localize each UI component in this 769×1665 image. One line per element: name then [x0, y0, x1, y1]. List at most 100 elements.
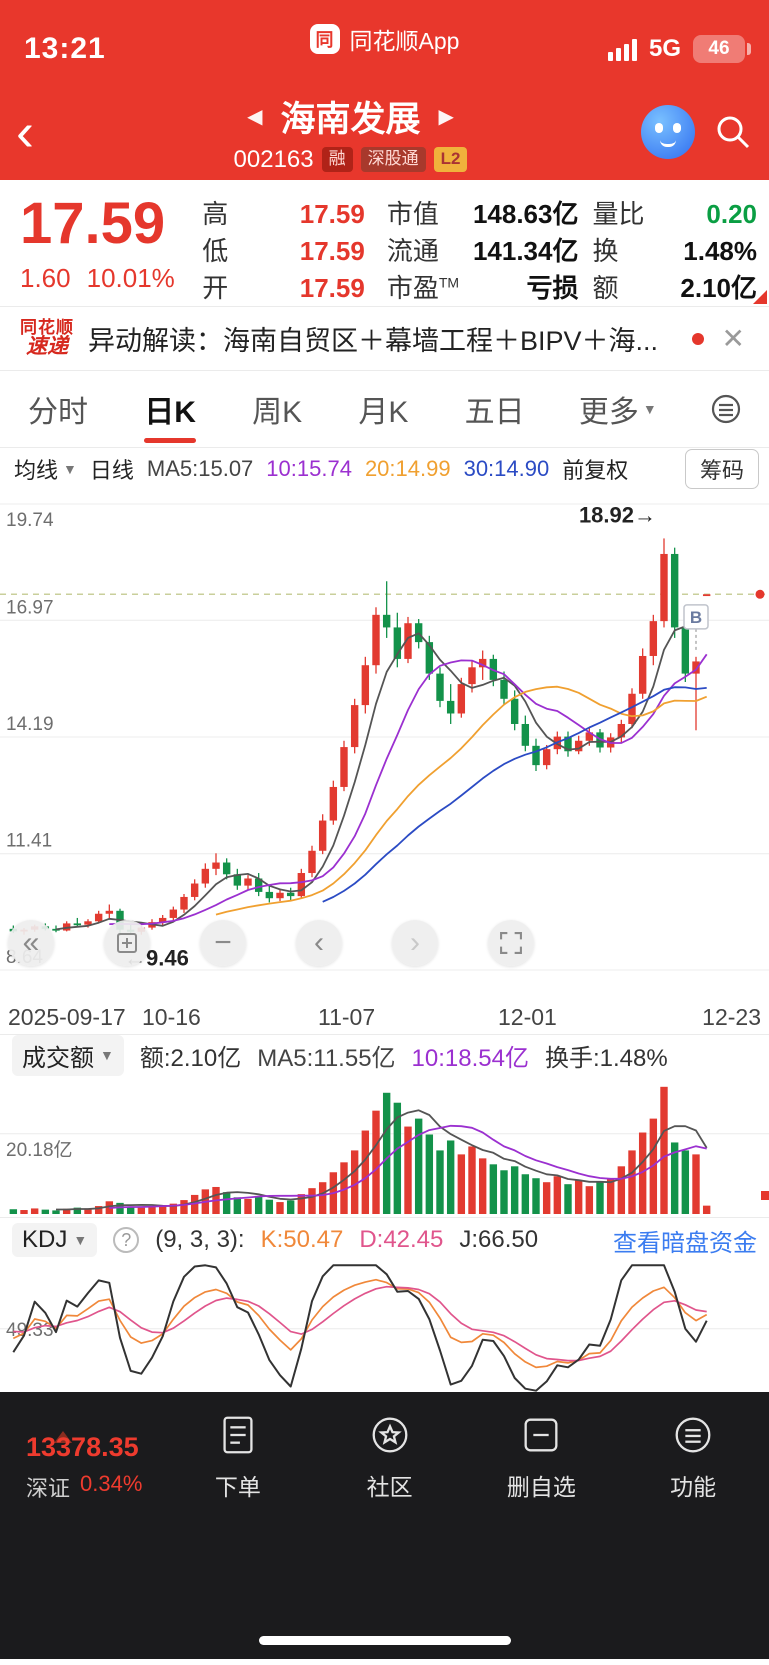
index-quote-button[interactable]: 13378.35 深证 0.34% [0, 1408, 162, 1503]
svg-text:14.19: 14.19 [6, 714, 54, 735]
zoom-out-icon[interactable]: − [200, 920, 246, 966]
tab-monthly-k[interactable]: 月K [358, 396, 409, 429]
community-icon [372, 1417, 408, 1453]
ths-app-icon: 同 [309, 24, 340, 54]
volume-indicator-selector[interactable]: 成交额 ▼ [12, 1034, 124, 1076]
news-headline[interactable]: 异动解读：海南自贸区＋幕墙工程＋BIPV＋海... [88, 326, 659, 356]
ai-assistant-icon[interactable] [641, 105, 695, 159]
nav-community[interactable]: 社区 [314, 1408, 466, 1502]
tab-weekly-k[interactable]: 周K [252, 396, 303, 429]
kdj-indicator-selector[interactable]: KDJ ▼ [12, 1223, 98, 1257]
close-icon[interactable]: ✕ [721, 323, 745, 354]
news-flash-bar[interactable]: 同花顺 速递 异动解读：海南自贸区＋幕墙工程＋BIPV＋海... ✕ [0, 307, 769, 370]
volume-turnover: 换手:1.48% [544, 1044, 668, 1072]
ma20-legend: 20:14.99 [364, 456, 451, 481]
ma10-legend: 10:15.74 [266, 456, 352, 481]
volume-ma5: MA5:11.55亿 [257, 1044, 396, 1072]
x-tick: 12-01 [498, 1004, 557, 1030]
x-axis: 2025-09-17 10-16 11-07 12-01 12-23 [0, 1002, 769, 1034]
quote-panel[interactable]: 17.59 1.60 10.01% 高 17.59 低 17.59 开 17.59 市… [0, 180, 769, 306]
clock: 13:21 [24, 32, 106, 65]
back-icon[interactable]: ‹ [16, 102, 34, 162]
chips-button[interactable]: 筹码 [684, 449, 759, 489]
volratio-value: 0.20 [706, 199, 758, 229]
volume-ma10: 10:18.54亿 [411, 1044, 529, 1072]
nav-place-order[interactable]: 下单 [162, 1408, 314, 1502]
nav-label: 下单 [214, 1474, 261, 1500]
x-tick: 2025-09-17 [8, 1004, 126, 1030]
next-stock-icon[interactable]: ▶ [438, 105, 454, 128]
dark-pool-link[interactable]: 查看暗盘资金 [613, 1229, 757, 1257]
kdj-chart[interactable]: 49.33 [0, 1262, 769, 1392]
open-value: 17.59 [299, 273, 365, 303]
kdj-k-value: K:50.47 [260, 1226, 344, 1253]
nav-label: 功能 [670, 1474, 717, 1500]
index-change: 0.34% [80, 1471, 143, 1496]
tab-minute[interactable]: 分时 [28, 396, 88, 429]
bottom-navigation: 13378.35 深证 0.34% 下单 社区 删自 [0, 1392, 769, 1659]
pan-right-icon[interactable]: › [392, 920, 438, 966]
tab-more[interactable]: 更多 ▼ [578, 396, 657, 429]
x-tick: 10-16 [142, 1004, 201, 1030]
turnover-label: 换 [592, 236, 619, 266]
svg-text:19.74: 19.74 [6, 510, 54, 531]
volratio-label: 量比 [592, 199, 645, 229]
adjust-mode[interactable]: 前复权 [562, 458, 629, 483]
search-icon[interactable] [713, 112, 753, 152]
high-label: 高 [202, 199, 229, 229]
tab-daily-k[interactable]: 日K [142, 373, 198, 445]
functions-icon [675, 1417, 711, 1453]
level2-badge: L2 [433, 147, 468, 172]
period-label: 日线 [89, 458, 134, 483]
tab-five-day[interactable]: 五日 [464, 396, 525, 429]
price-change: 1.60 [20, 262, 71, 293]
ma-selector[interactable]: 均线 ▼ [14, 458, 77, 483]
home-indicator[interactable] [258, 1636, 511, 1645]
kline-toolbar: 均线 ▼ 日线 MA5:15.07 10:15.74 20:14.99 30:14… [0, 448, 769, 490]
kdj-params: (9, 3, 3): [155, 1226, 245, 1253]
float-label: 流通 [386, 236, 439, 266]
index-name: 深证 [26, 1476, 71, 1501]
x-tick: 12-23 [702, 1004, 761, 1030]
network-type: 5G [648, 35, 681, 62]
amount-value: 2.10亿 [680, 273, 758, 303]
open-label: 开 [202, 273, 229, 303]
battery-level: 46 [708, 38, 730, 59]
chevron-down-icon: ▼ [63, 461, 77, 477]
ma5-legend: MA5:15.07 [146, 456, 254, 481]
high-value: 17.59 [299, 199, 365, 229]
status-app-name: 同花顺App [349, 28, 460, 54]
margin-badge: 融 [321, 147, 353, 172]
volume-chart[interactable]: 20.18亿 [0, 1075, 769, 1217]
ma30-legend: 30:14.90 [463, 456, 550, 481]
stock-title: 海南发展 [280, 99, 421, 139]
pan-left-icon[interactable]: ‹ [296, 920, 342, 966]
nav-functions[interactable]: 功能 [617, 1408, 769, 1502]
x-tick: 11-07 [318, 1004, 376, 1030]
turnover-value: 1.48% [683, 236, 758, 266]
kdj-j-value: J:66.50 [459, 1226, 539, 1253]
fullscreen-icon[interactable] [488, 920, 534, 966]
quote-expand-indicator [753, 290, 767, 304]
mktcap-value: 148.63亿 [472, 199, 579, 229]
float-value: 141.34亿 [472, 236, 579, 266]
chart-settings-icon[interactable] [709, 392, 743, 426]
kdj-panel-header: KDJ ▼ ? (9, 3, 3): K:50.47 D:42.45 J:66.5… [0, 1218, 769, 1262]
svg-text:B: B [690, 608, 702, 627]
amount-label: 额 [592, 273, 619, 303]
unread-dot [691, 332, 704, 345]
status-app-indicator: 同 同花顺App [0, 22, 769, 56]
help-icon[interactable]: ? [113, 1227, 140, 1253]
svg-text:11.41: 11.41 [6, 831, 52, 852]
pe-label: 市盈TM [386, 273, 460, 303]
svg-text:18.92→: 18.92→ [579, 502, 656, 527]
app-header: ‹ ◀ 海南发展 ▶ 002163 融 深股通 L2 [0, 84, 769, 180]
prev-stock-icon[interactable]: ◀ [247, 105, 263, 128]
nav-remove-watchlist[interactable]: 删自选 [466, 1408, 618, 1502]
zoom-in-icon[interactable] [104, 920, 150, 966]
chevron-down-icon: ▼ [642, 401, 657, 417]
volume-amount: 额:2.10亿 [139, 1044, 242, 1072]
scroll-start-icon[interactable]: « [8, 920, 54, 966]
